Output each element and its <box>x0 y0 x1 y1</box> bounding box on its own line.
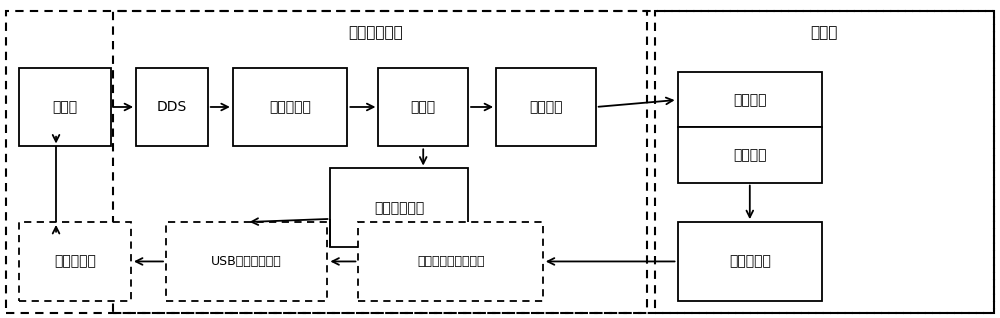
Text: USB数据采集模块: USB数据采集模块 <box>211 255 282 268</box>
Bar <box>678 128 822 183</box>
Text: 前置放大器: 前置放大器 <box>729 254 771 268</box>
Text: DDS: DDS <box>157 100 187 114</box>
Bar <box>655 11 994 314</box>
Text: 电压比较器: 电压比较器 <box>269 100 311 114</box>
Bar <box>19 68 111 146</box>
Bar <box>233 68 347 146</box>
Bar <box>136 68 208 146</box>
Text: 便携计算机: 便携计算机 <box>54 254 96 268</box>
Text: 激励线圈: 激励线圈 <box>733 93 767 107</box>
Text: 减法器: 减法器 <box>411 100 436 114</box>
Bar <box>113 11 647 314</box>
Bar <box>678 72 822 128</box>
Text: 采集触发模块: 采集触发模块 <box>374 201 424 215</box>
Bar <box>678 222 822 301</box>
Bar <box>330 169 468 247</box>
Text: 检测元件: 检测元件 <box>733 148 767 162</box>
Text: 信号放大及调理电路: 信号放大及调理电路 <box>417 255 484 268</box>
Text: 功率放大: 功率放大 <box>529 100 563 114</box>
Bar <box>19 222 131 301</box>
Text: 传感器: 传感器 <box>810 25 838 40</box>
Bar <box>496 68 596 146</box>
Text: 检测系统主机: 检测系统主机 <box>348 25 403 40</box>
Text: 单片机: 单片机 <box>53 100 78 114</box>
Bar <box>358 222 543 301</box>
Bar <box>378 68 468 146</box>
Bar <box>166 222 327 301</box>
